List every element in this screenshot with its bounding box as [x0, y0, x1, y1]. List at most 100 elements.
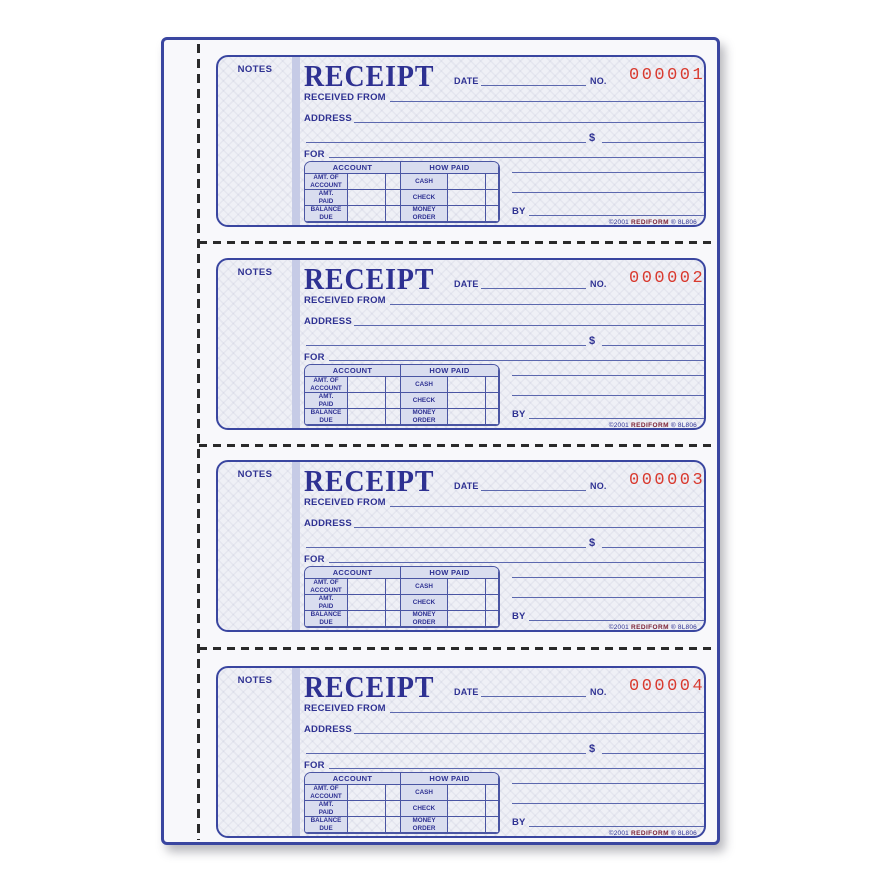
blank-cell — [448, 785, 486, 801]
amt-of-account-label: AMT. OF ACCOUNT — [305, 377, 348, 393]
date-label: DATE — [454, 481, 479, 491]
amount-blank-line — [602, 142, 704, 143]
date-label: DATE — [454, 279, 479, 289]
blank-cell — [348, 393, 386, 409]
balance-due-label: BALANCE DUE — [305, 611, 348, 627]
account-header: ACCOUNT — [305, 567, 401, 579]
serial-number: 000003 — [629, 471, 706, 490]
received-from-label: RECEIVED FROM — [304, 295, 386, 306]
blank-cents-cell — [486, 190, 499, 206]
blank-cell — [348, 785, 386, 801]
amt-paid-label: AMT. PAID — [305, 190, 348, 206]
memo-blank-line-2 — [512, 395, 704, 396]
balance-due-label: BALANCE DUE — [305, 206, 348, 222]
date-label: DATE — [454, 76, 479, 86]
blank-cell — [348, 409, 386, 425]
address-label: ADDRESS — [304, 518, 352, 529]
blank-cents-cell — [386, 611, 401, 627]
receipt-title: RECEIPT — [304, 261, 435, 296]
for-label: FOR — [304, 554, 325, 565]
address-blank-line — [354, 527, 704, 528]
blank-cents-cell — [386, 785, 401, 801]
form-number: 8L806 — [677, 422, 697, 429]
receipt-form: NOTES RECEIPT DATE NO. 000004 RECEIVED F… — [216, 666, 706, 838]
amt-paid-label: AMT. PAID — [305, 393, 348, 409]
received-from-label: RECEIVED FROM — [304, 92, 386, 103]
dollar-sign: $ — [589, 743, 596, 755]
blank-cents-cell — [486, 393, 499, 409]
dollar-sign: $ — [589, 335, 596, 347]
blank-cents-cell — [486, 611, 499, 627]
notes-label: NOTES — [237, 267, 273, 278]
address-label: ADDRESS — [304, 724, 352, 735]
blank-cell — [448, 595, 486, 611]
blank-cents-cell — [486, 377, 499, 393]
receipt-title: RECEIPT — [304, 669, 435, 704]
for-label: FOR — [304, 352, 325, 363]
blank-cents-cell — [386, 579, 401, 595]
blank-cell — [348, 174, 386, 190]
notes-label: NOTES — [237, 675, 273, 686]
receipt-slot-2: NOTES RECEIPT DATE NO. 000002 RECEIVED F… — [216, 258, 706, 430]
amt-of-account-label: AMT. OF ACCOUNT — [305, 174, 348, 190]
cash-label: CASH — [401, 174, 448, 190]
form-number: 8L806 — [677, 830, 697, 837]
money-order-label: MONEY ORDER — [401, 206, 448, 222]
account-header: ACCOUNT — [305, 773, 401, 785]
by-blank-line — [529, 826, 704, 827]
memo-blank-line-1 — [512, 783, 704, 784]
receipt-title: RECEIPT — [304, 58, 435, 93]
blank-cell — [348, 377, 386, 393]
serial-number: 000004 — [629, 677, 706, 696]
cash-label: CASH — [401, 579, 448, 595]
for-blank-line — [329, 360, 704, 361]
account-header: ACCOUNT — [305, 365, 401, 377]
registered-mark: ® — [670, 219, 676, 226]
amount-words-blank-line — [306, 753, 586, 754]
received-from-label: RECEIVED FROM — [304, 497, 386, 508]
received-from-blank-line — [390, 101, 704, 102]
blank-cell — [348, 595, 386, 611]
dollar-sign: $ — [589, 132, 596, 144]
horizontal-perforation-line — [199, 444, 717, 447]
serial-number: 000001 — [629, 66, 706, 85]
blank-cell — [448, 190, 486, 206]
memo-blank-line-1 — [512, 172, 704, 173]
form-number: 8L806 — [677, 624, 697, 631]
rediform-brand-logo: REDIFORM — [631, 219, 669, 226]
by-blank-line — [529, 215, 704, 216]
how-paid-header: HOW PAID — [401, 773, 499, 785]
cash-label: CASH — [401, 377, 448, 393]
blank-cents-cell — [386, 595, 401, 611]
notes-column: NOTES — [218, 462, 292, 630]
for-blank-line — [329, 562, 704, 563]
address-blank-line — [354, 733, 704, 734]
notes-separator — [292, 57, 300, 225]
for-label: FOR — [304, 760, 325, 771]
for-label: FOR — [304, 149, 325, 160]
payment-table: ACCOUNT HOW PAID AMT. OF ACCOUNT CASH AM… — [304, 364, 500, 426]
blank-cents-cell — [486, 817, 499, 833]
rediform-brand-logo: REDIFORM — [631, 624, 669, 631]
amt-paid-label: AMT. PAID — [305, 801, 348, 817]
notes-column: NOTES — [218, 668, 292, 836]
amt-of-account-label: AMT. OF ACCOUNT — [305, 579, 348, 595]
receipt-form: NOTES RECEIPT DATE NO. 000001 RECEIVED F… — [216, 55, 706, 227]
date-blank-line — [481, 85, 586, 86]
money-order-label: MONEY ORDER — [401, 817, 448, 833]
registered-mark: ® — [670, 624, 676, 631]
blank-cents-cell — [486, 595, 499, 611]
date-blank-line — [481, 696, 586, 697]
blank-cell — [448, 393, 486, 409]
blank-cell — [448, 817, 486, 833]
for-blank-line — [329, 157, 704, 158]
form-number: 8L806 — [677, 219, 697, 226]
account-header: ACCOUNT — [305, 162, 401, 174]
amount-words-blank-line — [306, 142, 586, 143]
by-blank-line — [529, 620, 704, 621]
blank-cell — [348, 817, 386, 833]
blank-cents-cell — [486, 409, 499, 425]
blank-cents-cell — [486, 174, 499, 190]
payment-table: ACCOUNT HOW PAID AMT. OF ACCOUNT CASH AM… — [304, 566, 500, 628]
how-paid-header: HOW PAID — [401, 567, 499, 579]
